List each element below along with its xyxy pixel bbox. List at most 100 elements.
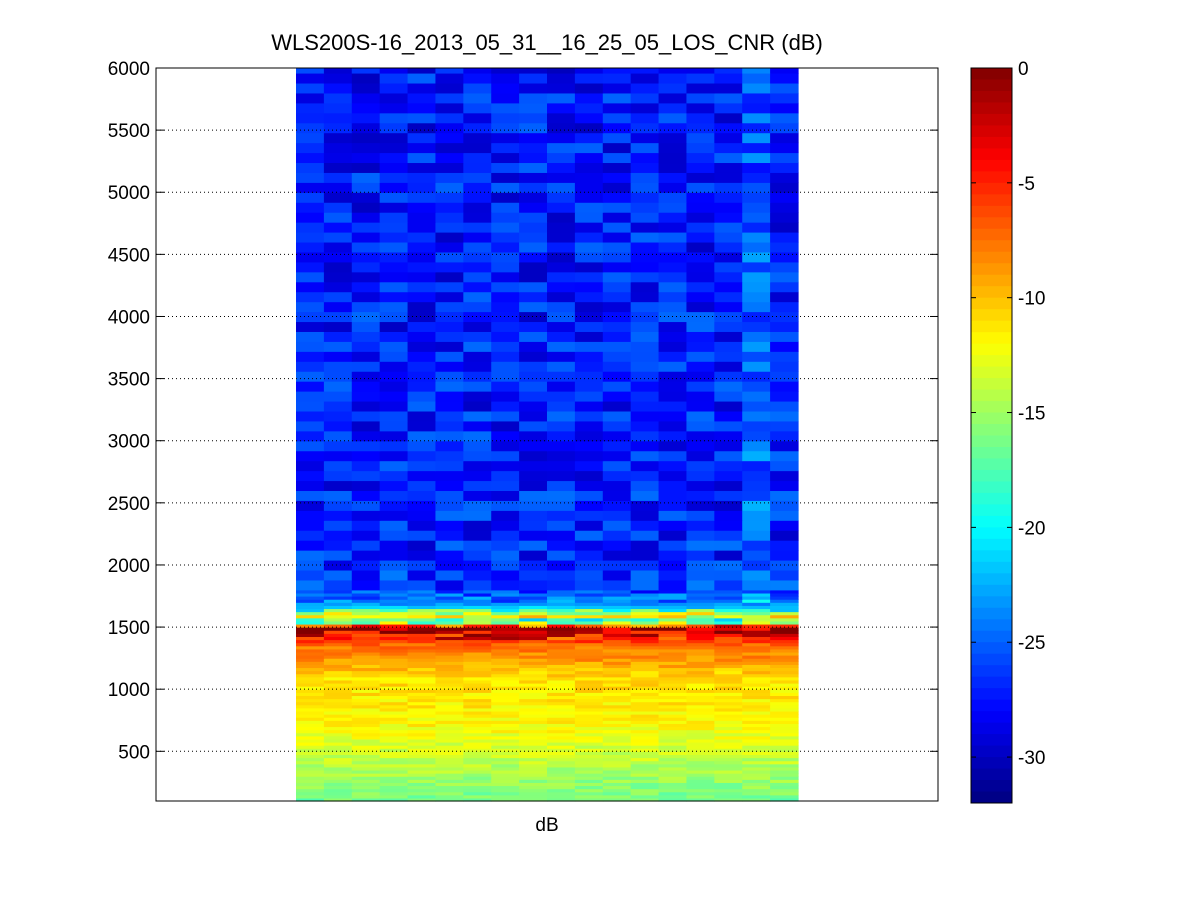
heatmap-cell <box>463 611 492 616</box>
heatmap-cell <box>770 231 799 243</box>
heatmap-cell <box>658 701 688 706</box>
heatmap-cell <box>630 791 660 796</box>
heatmap-cell <box>407 112 437 124</box>
heatmap-cell <box>296 745 325 749</box>
heatmap-cell <box>770 726 799 731</box>
heatmap-cell <box>379 741 409 746</box>
heatmap-cell <box>547 391 576 402</box>
heatmap-cell <box>630 707 660 712</box>
heatmap-cell <box>519 92 548 104</box>
heatmap-cell <box>658 68 688 74</box>
heatmap-cell <box>714 788 743 793</box>
heatmap-cell <box>742 745 771 749</box>
heatmap-cell <box>602 630 632 634</box>
colorbar-swatch <box>971 745 1012 758</box>
heatmap-cell <box>547 92 576 104</box>
heatmap-cell <box>435 757 464 762</box>
heatmap-cell <box>630 748 660 752</box>
heatmap-cell <box>491 202 520 213</box>
heatmap-cell <box>602 748 632 752</box>
heatmap-cell <box>574 717 604 721</box>
heatmap-cell <box>379 639 409 644</box>
heatmap-cell <box>407 589 437 594</box>
colorbar-tick-label: 0 <box>1018 59 1029 80</box>
heatmap-cell <box>296 701 325 706</box>
heatmap-cell <box>770 794 799 799</box>
heatmap-cell <box>602 633 632 637</box>
heatmap-cell <box>742 450 771 462</box>
heatmap-cell <box>435 633 464 637</box>
heatmap-cell <box>742 596 771 600</box>
heatmap-cell <box>714 760 743 765</box>
heatmap-cell <box>714 630 743 634</box>
heatmap-cell <box>379 763 409 768</box>
heatmap-cell <box>630 251 660 263</box>
heatmap-cell <box>435 738 464 743</box>
heatmap-cell <box>574 596 604 600</box>
heatmap-cell <box>630 222 660 233</box>
heatmap-cell <box>770 102 799 114</box>
heatmap-cell <box>547 301 576 313</box>
heatmap-cell <box>658 112 688 124</box>
heatmap-cell <box>770 773 799 777</box>
heatmap-cell <box>323 779 353 783</box>
heatmap-cell <box>351 763 381 768</box>
heatmap-cell <box>630 636 660 641</box>
heatmap-cell <box>574 391 604 402</box>
heatmap-cell <box>658 212 688 223</box>
heatmap-cell <box>658 122 688 134</box>
heatmap-cell <box>519 769 548 774</box>
heatmap-cell <box>602 605 632 610</box>
heatmap-cell <box>714 102 743 114</box>
heatmap-cell <box>770 676 799 681</box>
heatmap-cell <box>630 530 660 541</box>
heatmap-cell <box>463 679 492 684</box>
heatmap-cell <box>547 510 576 521</box>
heatmap-cell <box>351 596 381 600</box>
heatmap-cell <box>463 420 492 432</box>
heatmap-cell <box>296 707 325 712</box>
heatmap-cell <box>686 142 715 154</box>
heatmap-cell <box>630 361 660 372</box>
heatmap-cell <box>742 420 771 432</box>
heatmap-cell <box>686 689 715 693</box>
heatmap-cell <box>491 636 520 641</box>
heatmap-cell <box>407 271 437 283</box>
heatmap-cell <box>379 510 409 521</box>
heatmap-cell <box>742 460 771 472</box>
heatmap-cell <box>630 281 660 293</box>
heatmap-cell <box>296 361 325 372</box>
heatmap-cell <box>547 726 576 731</box>
heatmap-cell <box>602 351 632 362</box>
heatmap-cell <box>491 720 520 724</box>
heatmap-cell <box>379 648 409 653</box>
heatmap-cell <box>463 261 492 273</box>
heatmap-cell <box>714 251 743 263</box>
heatmap-cell <box>463 645 492 650</box>
heatmap-cell <box>742 351 771 362</box>
heatmap-cell <box>602 689 632 693</box>
heatmap-cell <box>658 450 688 462</box>
heatmap-cell <box>296 132 325 144</box>
heatmap-cell <box>770 717 799 721</box>
heatmap-cell <box>742 162 771 173</box>
heatmap-cell <box>630 68 660 74</box>
heatmap-cell <box>630 381 660 392</box>
heatmap-cell <box>686 642 715 647</box>
heatmap-cell <box>630 633 660 637</box>
heatmap-cell <box>602 381 632 392</box>
heatmap-cell <box>742 520 771 531</box>
heatmap-cell <box>574 82 604 94</box>
heatmap-cell <box>491 689 520 693</box>
heatmap-cell <box>547 698 576 703</box>
heatmap-cell <box>547 655 576 659</box>
heatmap-cell <box>379 773 409 777</box>
heatmap-cell <box>407 291 437 303</box>
heatmap-cell <box>463 212 492 223</box>
heatmap-cell <box>658 673 688 678</box>
heatmap-cell <box>686 664 715 669</box>
heatmap-cell <box>519 122 548 134</box>
heatmap-cell <box>491 729 520 734</box>
heatmap-cell <box>323 530 353 541</box>
heatmap-cell <box>379 710 409 715</box>
